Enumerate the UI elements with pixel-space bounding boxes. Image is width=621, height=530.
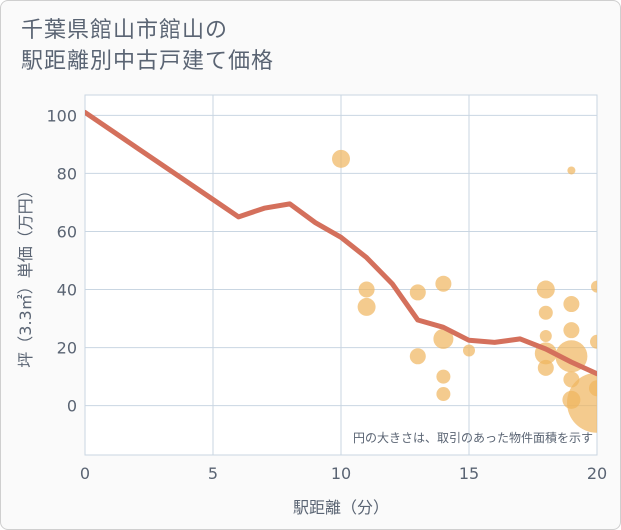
bubble-point (563, 296, 580, 313)
bubble-point (409, 348, 426, 365)
chart-title: 千葉県館山市館山の 駅距離別中古戸建て価格 (21, 15, 581, 77)
bubble-point (537, 359, 554, 376)
bubble-point (436, 369, 451, 384)
x-tick-label: 0 (80, 464, 90, 483)
y-axis-label: 坪（3.3㎡）単価（万円） (16, 182, 35, 367)
y-tick-label: 0 (67, 397, 77, 416)
grid-lines (84, 94, 598, 456)
bubble-point (539, 329, 552, 342)
bubble-point (358, 281, 375, 298)
size-note: 円の大きさは、取引のあった物件面積を示す (353, 430, 593, 445)
bubble-point (563, 371, 580, 388)
bubble-point (436, 387, 451, 402)
bubble-point (589, 380, 597, 397)
y-tick-label: 80 (57, 164, 77, 183)
bubble-point (567, 166, 576, 175)
x-axis-label: 駅距離（分） (293, 498, 389, 517)
y-tick-labels: 0 20 40 60 80 100 (46, 106, 77, 415)
trend-line (85, 109, 597, 377)
trend-layer (85, 109, 597, 377)
x-tick-label: 20 (587, 464, 607, 483)
bubble-point (536, 280, 555, 299)
bubble-point (563, 322, 580, 339)
bubble-point (435, 275, 452, 292)
y-tick-label: 40 (57, 281, 77, 300)
chart-title-line1: 千葉県館山市館山の (21, 18, 229, 43)
plot-border (84, 94, 598, 456)
bubble-point (463, 344, 475, 357)
y-tick-label: 60 (57, 222, 77, 241)
bubble-point (433, 328, 454, 349)
bubble-point (590, 334, 597, 349)
x-tick-labels: 0 5 10 15 20 (80, 464, 607, 483)
bubble-point (357, 297, 376, 316)
y-tick-label: 100 (46, 106, 77, 125)
chart-title-line2: 駅距離別中古戸建て価格 (21, 49, 275, 74)
y-tick-label: 20 (57, 339, 77, 358)
bubble-point (562, 390, 581, 409)
bubble-point (591, 280, 597, 293)
x-tick-label: 10 (331, 464, 351, 483)
x-tick-label: 5 (208, 464, 218, 483)
x-tick-label: 15 (459, 464, 479, 483)
bubble-point (409, 284, 426, 301)
bubble-point (538, 305, 553, 320)
bubble-point (332, 149, 350, 168)
